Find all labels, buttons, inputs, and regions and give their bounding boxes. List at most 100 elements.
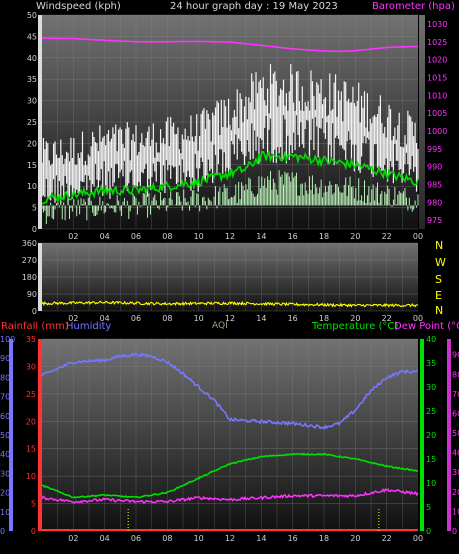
dewpoint-tick-label: 20 bbox=[452, 488, 459, 497]
rainfall-tick-label: 25 bbox=[26, 390, 36, 399]
rainfall-tick-label: 0 bbox=[31, 527, 36, 536]
wind-panel-x-tick-label: 22 bbox=[382, 232, 392, 241]
direction-panel-x-tick-label: 06 bbox=[131, 314, 141, 323]
humidity-tick-label: 30 bbox=[0, 469, 10, 478]
wind-panel-x-tick-label: 16 bbox=[288, 232, 298, 241]
dewpoint-tick-label: 90 bbox=[452, 351, 459, 360]
temperature-tick-label: 10 bbox=[426, 479, 436, 488]
humidity-tick-label: 70 bbox=[0, 393, 10, 402]
direction-axis-bar bbox=[38, 243, 42, 311]
windspeed-tick-label: 50 bbox=[27, 11, 37, 20]
wind-panel-x-tick-label: 00 bbox=[413, 232, 423, 241]
windspeed-tick-label: 20 bbox=[27, 139, 37, 148]
windspeed-axis-label: Windspeed (kph) bbox=[36, 1, 121, 12]
humidity-tick-label: 10 bbox=[0, 508, 10, 517]
barometer-tick-label: 1010 bbox=[427, 91, 447, 100]
humidity-tick-label: 0 bbox=[0, 527, 5, 536]
direction-tick-label: 0 bbox=[32, 307, 37, 316]
graph-title: 24 hour graph day : 19 May 2023 bbox=[170, 1, 338, 12]
dewpoint-tick-label: 0 bbox=[452, 527, 457, 536]
climate-panel-x-tick-label: 02 bbox=[68, 534, 78, 543]
dewpoint-tick-label: 10 bbox=[452, 507, 459, 516]
rainfall-tick-label: 10 bbox=[26, 472, 36, 481]
barometer-tick-label: 1025 bbox=[427, 38, 447, 47]
barometer-tick-label: 985 bbox=[427, 180, 442, 189]
direction-tick-label: 180 bbox=[22, 273, 37, 282]
direction-tick-label: 270 bbox=[22, 256, 37, 265]
windspeed-tick-label: 15 bbox=[27, 161, 37, 170]
climate-panel-x-tick-label: 20 bbox=[350, 534, 360, 543]
humidity-tick-label: 100 bbox=[0, 335, 15, 344]
compass-east: E bbox=[435, 289, 442, 302]
temperature-tick-label: 40 bbox=[426, 335, 436, 344]
wind-panel-x-tick-label: 02 bbox=[68, 232, 78, 241]
dewpoint-tick-label: 30 bbox=[452, 468, 459, 477]
humidity-axis-label: Humidity bbox=[66, 321, 112, 332]
rainfall-tick-label: 35 bbox=[26, 335, 36, 344]
wind-panel-x-tick-label: 12 bbox=[225, 232, 235, 241]
humidity-axis-bar bbox=[9, 339, 13, 531]
dewpoint-tick-label: 60 bbox=[452, 409, 459, 418]
wind-panel-x-tick-label: 06 bbox=[131, 232, 141, 241]
windspeed-tick-label: 40 bbox=[27, 54, 37, 63]
humidity-line bbox=[41, 351, 418, 430]
aqi-label: AQI bbox=[212, 321, 228, 331]
temperature-tick-label: 15 bbox=[426, 455, 436, 464]
humidity-tick-label: 50 bbox=[0, 431, 10, 440]
barometer-axis-bar bbox=[419, 15, 425, 229]
wind-direction-line bbox=[41, 300, 419, 308]
direction-panel-x-tick-label: 02 bbox=[68, 314, 78, 323]
wind-panel-x-tick-label: 18 bbox=[319, 232, 329, 241]
direction-panel-x-tick-label: 20 bbox=[350, 314, 360, 323]
temperature-tick-label: 35 bbox=[426, 359, 436, 368]
windspeed-avg-line bbox=[41, 150, 419, 205]
compass-south: S bbox=[435, 273, 442, 286]
climate-panel-x-tick-label: 12 bbox=[225, 534, 235, 543]
rainfall-axis-bar bbox=[38, 339, 42, 531]
direction-panel-x-tick-label: 10 bbox=[194, 314, 204, 323]
rainfall-axis-label: Rainfall (mm) bbox=[1, 321, 69, 332]
climate-panel-x-tick-label: 04 bbox=[100, 534, 110, 543]
climate-panel-x-tick-label: 22 bbox=[382, 534, 392, 543]
dewpoint-axis-label: Dew Point (°C) bbox=[394, 321, 459, 332]
direction-panel-x-tick-label: 04 bbox=[100, 314, 110, 323]
windspeed-tick-label: 35 bbox=[27, 75, 37, 84]
barometer-tick-label: 1030 bbox=[427, 20, 447, 29]
wind-panel-x-tick-label: 08 bbox=[162, 232, 172, 241]
windspeed-tick-label: 25 bbox=[27, 118, 37, 127]
barometer-tick-label: 1005 bbox=[427, 109, 447, 118]
temperature-line bbox=[41, 452, 419, 499]
direction-panel-x-tick-label: 12 bbox=[225, 314, 235, 323]
humidity-tick-label: 40 bbox=[0, 450, 10, 459]
dewpoint-tick-label: 70 bbox=[452, 390, 459, 399]
windspeed-tick-label: 0 bbox=[32, 225, 37, 234]
humidity-tick-label: 20 bbox=[0, 489, 10, 498]
wind-panel-x-tick-label: 04 bbox=[100, 232, 110, 241]
barometer-tick-label: 975 bbox=[427, 216, 442, 225]
temperature-tick-label: 20 bbox=[426, 431, 436, 440]
direction-panel-x-tick-label: 22 bbox=[382, 314, 392, 323]
windspeed-axis-bar bbox=[38, 15, 42, 229]
dewpoint-tick-label: 40 bbox=[452, 449, 459, 458]
climate-panel-x-tick-label: 06 bbox=[131, 534, 141, 543]
compass-west: W bbox=[435, 256, 446, 269]
temperature-tick-label: 0 bbox=[426, 527, 431, 536]
barometer-tick-label: 1015 bbox=[427, 73, 447, 82]
barometer-tick-label: 1000 bbox=[427, 127, 447, 136]
temperature-tick-label: 30 bbox=[426, 383, 436, 392]
climate-panel-x-tick-label: 10 bbox=[194, 534, 204, 543]
climate-panel-x-tick-label: 16 bbox=[288, 534, 298, 543]
rainfall-tick-label: 5 bbox=[31, 500, 36, 509]
wind-panel-x-tick-label: 14 bbox=[256, 232, 266, 241]
windspeed-tick-label: 10 bbox=[27, 182, 37, 191]
climate-panel-x-tick-label: 00 bbox=[413, 534, 423, 543]
barometer-tick-label: 1020 bbox=[427, 56, 447, 65]
humidity-tick-label: 90 bbox=[0, 354, 10, 363]
temperature-axis-label: Temperature (°C) bbox=[312, 321, 399, 332]
wind-panel-x-tick-label: 20 bbox=[350, 232, 360, 241]
dewpoint-tick-label: 50 bbox=[452, 429, 459, 438]
direction-panel-x-tick-label: 08 bbox=[162, 314, 172, 323]
wind-panel-x-tick-label: 10 bbox=[194, 232, 204, 241]
humidity-tick-label: 60 bbox=[0, 412, 10, 421]
compass-north-bottom: N bbox=[435, 304, 444, 317]
